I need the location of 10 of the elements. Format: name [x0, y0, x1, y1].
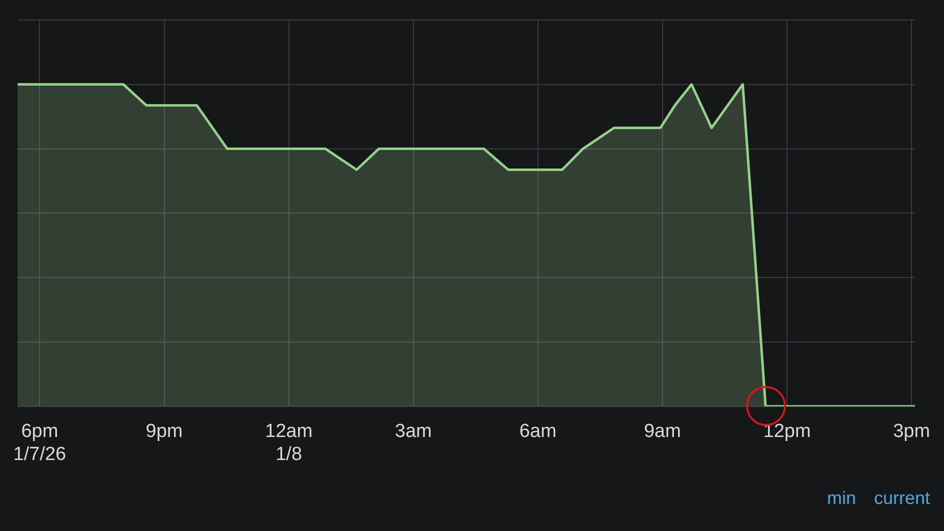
x-tick-label: 12pm	[763, 421, 811, 442]
x-tick-label: 12am 1/8	[265, 421, 313, 465]
x-tick-label: 6pm 1/7/26	[13, 421, 66, 465]
text: current	[874, 488, 930, 509]
x-tick-label: 3am	[394, 421, 432, 442]
x-tick-label: 3pm	[893, 421, 930, 442]
x-tick-label: 9am	[644, 421, 681, 442]
text: min	[826, 488, 856, 509]
x-tick-label: 6am	[519, 421, 556, 442]
x-tick-label: 9pm	[146, 421, 183, 442]
